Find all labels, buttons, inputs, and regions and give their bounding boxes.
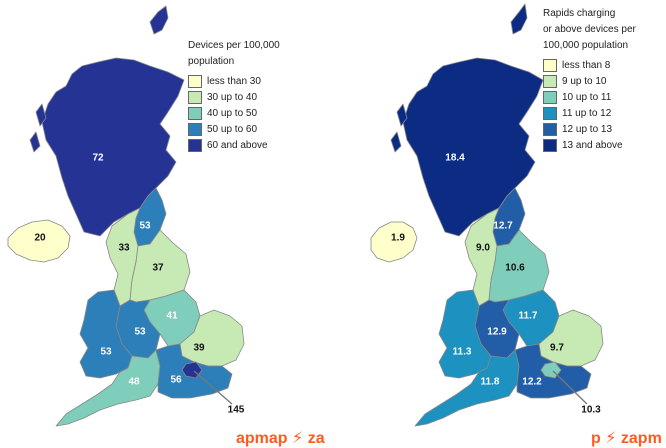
label-east-midlands: 11.7 <box>518 310 538 322</box>
zapmap-watermark: p ⚡ zapm <box>591 430 662 447</box>
legend-label: less than 8 <box>562 60 611 71</box>
legend-label: 10 up to 11 <box>562 92 612 103</box>
legend-item: less than 8 <box>543 58 636 73</box>
legend-item: 13 and above <box>543 138 636 153</box>
legend-item: 50 up to 60 <box>188 122 280 137</box>
label-london: 10.3 <box>581 404 601 416</box>
label-london: 145 <box>227 404 245 416</box>
map-panel-rapid-devices: Rapids charging or above devices per 100… <box>333 0 666 448</box>
region-northern-ireland <box>370 221 418 263</box>
label-west-midlands: 53 <box>134 326 146 338</box>
legend: Rapids charging or above devices per 100… <box>543 6 636 153</box>
label-east-of-england: 9.7 <box>550 342 564 354</box>
legend-label: 50 up to 60 <box>207 124 258 135</box>
region-scotland-islands <box>390 3 528 153</box>
label-north-west: 33 <box>118 242 130 254</box>
uk-map-rapid <box>370 3 604 427</box>
map-panel-devices: Devices per 100,000 population less than… <box>7 5 325 447</box>
legend-title-line1: Devices per 100,000 <box>188 40 280 51</box>
legend-swatch <box>188 107 202 120</box>
legend-item: 11 up to 12 <box>543 106 636 121</box>
label-wales: 11.3 <box>452 346 472 358</box>
label-northern-ireland: 1.9 <box>391 232 405 244</box>
legend-label: 13 and above <box>562 140 623 151</box>
legend-title-line1: Rapids charging <box>543 8 616 19</box>
legend-swatch <box>188 91 202 104</box>
legend-label: 12 up to 13 <box>562 124 613 135</box>
legend-items: less than 30 30 up to 40 40 up to 50 50 … <box>188 74 280 153</box>
legend-title-line3: 100,000 population <box>543 40 629 51</box>
region-northern-ireland <box>7 219 71 263</box>
legend-swatch <box>188 75 202 88</box>
legend-item: less than 30 <box>188 74 280 89</box>
legend-items: less than 8 9 up to 10 10 up to 11 11 up… <box>543 58 636 153</box>
legend-swatch <box>543 75 557 88</box>
label-west-midlands: 12.9 <box>487 326 507 338</box>
legend-item: 60 and above <box>188 138 280 153</box>
label-south-west: 48 <box>128 376 140 388</box>
legend-item: 40 up to 50 <box>188 106 280 121</box>
legend-swatch <box>188 123 202 136</box>
uk-map-devices <box>7 5 245 427</box>
legend-label: 40 up to 50 <box>207 108 258 119</box>
legend-item: 30 up to 40 <box>188 90 280 105</box>
legend-swatch <box>543 59 557 72</box>
legend-item: 10 up to 11 <box>543 90 636 105</box>
london-callout-line <box>552 370 588 405</box>
legend-swatch <box>543 123 557 136</box>
label-scotland: 72 <box>92 152 104 164</box>
legend-swatch <box>188 139 202 152</box>
label-scotland: 18.4 <box>445 152 465 164</box>
label-north-east: 12.7 <box>493 220 513 232</box>
london-callout-line <box>193 370 233 405</box>
region-scotland-islands <box>29 5 169 153</box>
legend-item: 9 up to 10 <box>543 74 636 89</box>
label-wales: 53 <box>100 346 112 358</box>
label-north-east: 53 <box>139 220 151 232</box>
label-northern-ireland: 20 <box>34 232 46 244</box>
label-east-midlands: 41 <box>166 310 178 322</box>
label-south-west: 11.8 <box>480 376 500 388</box>
legend-title-line2: or above devices per <box>543 24 636 35</box>
legend-swatch <box>543 91 557 104</box>
label-south-east: 12.2 <box>522 376 542 388</box>
legend-title-line2: population <box>188 56 235 67</box>
label-yorkshire: 37 <box>152 262 164 274</box>
legend: Devices per 100,000 population less than… <box>188 38 280 153</box>
legend-label: 11 up to 12 <box>562 108 612 119</box>
label-east-of-england: 39 <box>193 342 205 354</box>
legend-item: 12 up to 13 <box>543 122 636 137</box>
label-north-west: 9.0 <box>476 242 490 254</box>
legend-label: 60 and above <box>207 140 268 151</box>
legend-swatch <box>543 139 557 152</box>
legend-label: 9 up to 10 <box>562 76 607 87</box>
label-yorkshire: 10.6 <box>505 262 525 274</box>
legend-label: 30 up to 40 <box>207 92 258 103</box>
legend-label: less than 30 <box>207 76 261 87</box>
zapmap-watermark: apmap ⚡ za <box>236 430 325 447</box>
label-south-east: 56 <box>170 374 182 386</box>
legend-swatch <box>543 107 557 120</box>
